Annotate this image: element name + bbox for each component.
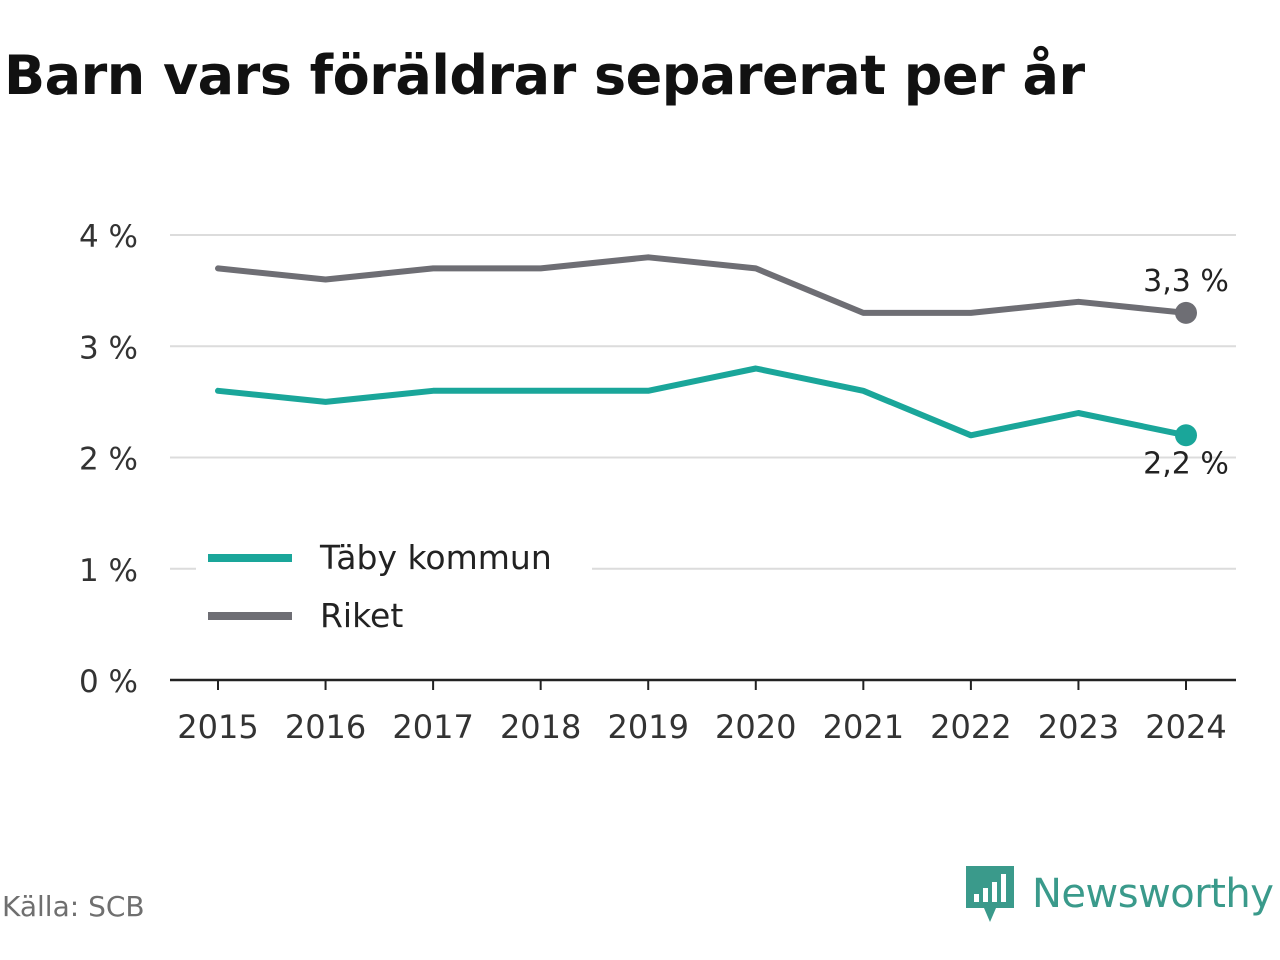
series-line (215, 254, 1189, 316)
legend: Täby kommun Riket (196, 528, 592, 644)
legend-label: Täby kommun (319, 538, 552, 577)
x-axis-labels: 2015 2016 2017 2018 2019 2020 2021 2022 2023 2024 (177, 708, 1226, 746)
y-tick-label: 2 % (79, 442, 138, 478)
y-tick-label: 3 % (79, 330, 138, 366)
brand-logo-block: Newsworthy (964, 862, 1274, 926)
series-endpoints: 2,2 % 3,3 % (1143, 264, 1229, 481)
y-tick-label: 4 % (79, 219, 138, 255)
legend-label: Riket (320, 596, 403, 635)
x-tick-label: 2022 (930, 708, 1011, 746)
chart-title: Barn vars föräldrar separerat per år (4, 44, 1085, 107)
x-tick-label: 2024 (1145, 708, 1226, 746)
x-tick-label: 2016 (285, 708, 366, 746)
y-tick-label: 0 % (79, 664, 138, 700)
series-lines (215, 254, 1189, 439)
series-end-label: 3,3 % (1143, 264, 1229, 299)
series-end-label: 2,2 % (1143, 446, 1229, 481)
x-tick-label: 2018 (500, 708, 581, 746)
y-tick-label: 1 % (79, 553, 138, 589)
y-axis-labels: 0 % 1 % 2 % 3 % 4 % (79, 219, 138, 700)
series-endpoint (1175, 301, 1197, 324)
x-tick-label: 2020 (715, 708, 796, 746)
newsworthy-logo-icon (966, 866, 1014, 922)
x-tick-label: 2015 (177, 708, 258, 746)
x-tick-label: 2019 (608, 708, 689, 746)
legend-background (196, 528, 592, 644)
x-tick-label: 2023 (1038, 708, 1119, 746)
series-endpoint (1175, 424, 1197, 447)
x-tick-label: 2021 (823, 708, 904, 746)
x-axis (170, 678, 1236, 690)
brand-name: Newsworthy (1032, 871, 1274, 917)
series-line (215, 365, 1189, 439)
source-label: Källa: SCB (2, 890, 145, 923)
x-tick-label: 2017 (392, 708, 473, 746)
